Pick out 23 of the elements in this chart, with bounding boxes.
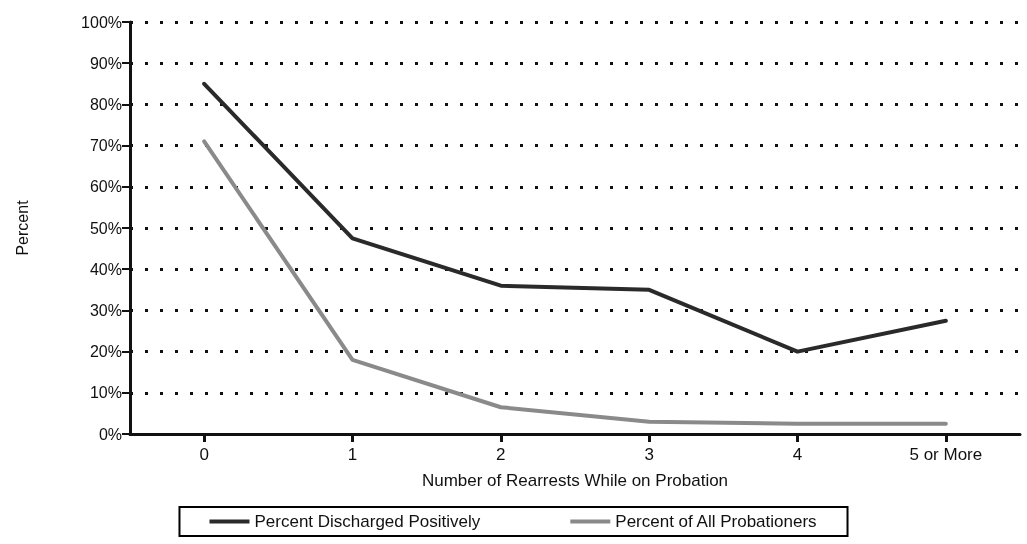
y-tick-label: 40%: [89, 260, 122, 278]
x-tick-label: 3: [644, 445, 654, 464]
y-tick-label: 70%: [89, 137, 122, 155]
y-axis-title: Percent: [13, 199, 31, 256]
line-series: [202, 139, 948, 426]
y-tick-label: 20%: [89, 343, 122, 361]
y-tick-label: 60%: [89, 178, 122, 196]
legend-label: Percent of All Probationers: [615, 512, 817, 531]
line-series: [202, 81, 948, 354]
x-tick-label: 4: [792, 445, 803, 464]
x-tick-label: 5 or More: [909, 445, 983, 464]
y-tick-label: 0%: [98, 425, 122, 443]
x-tick-label: 2: [496, 445, 506, 464]
y-tick-label: 80%: [89, 95, 122, 113]
legend-label: Percent Discharged Positively: [254, 512, 481, 531]
y-tick-label: 100%: [81, 13, 122, 31]
x-tick-label: 0: [199, 445, 209, 464]
y-tick-label: 30%: [89, 301, 122, 319]
x-axis-title: Number of Rearrests While on Probation: [421, 471, 729, 490]
y-tick-label: 10%: [89, 384, 122, 402]
x-tick-label: 1: [347, 445, 358, 464]
y-tick-label: 90%: [89, 54, 122, 72]
y-tick-label: 50%: [89, 219, 122, 237]
